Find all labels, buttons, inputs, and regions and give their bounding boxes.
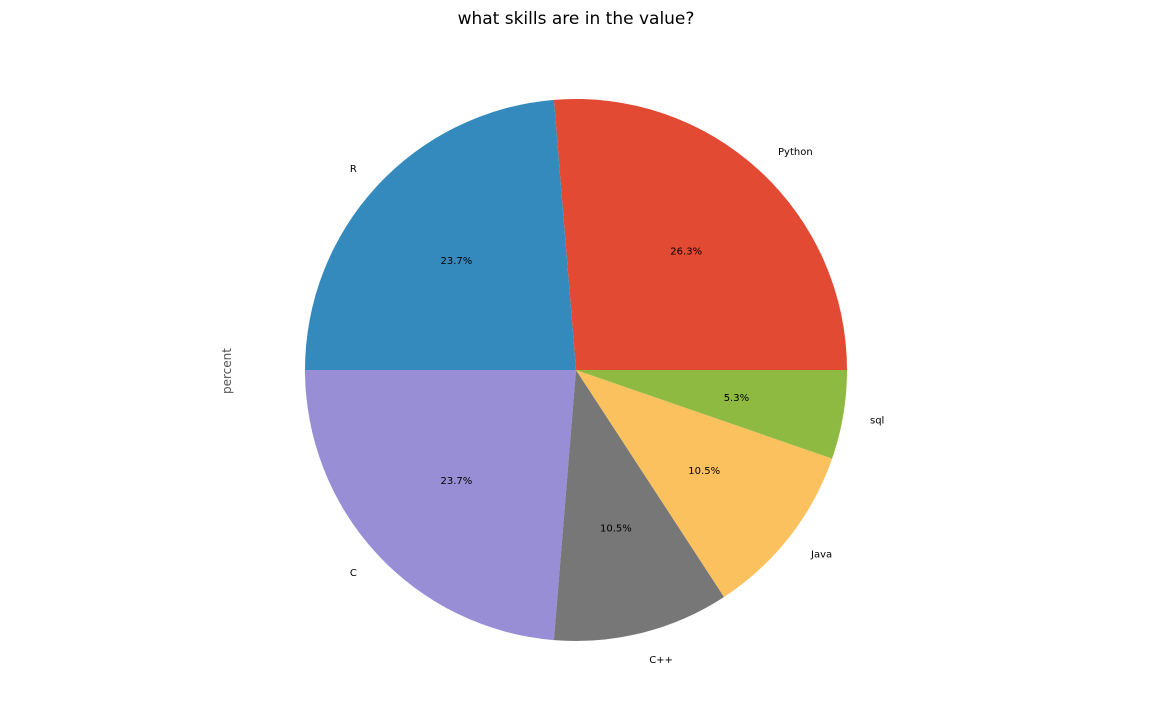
percent-label-sql: 5.3% [724, 393, 749, 404]
percent-label-c: 10.5% [600, 524, 632, 535]
slice-label-python: Python [778, 147, 813, 158]
pie-slices [305, 98, 848, 642]
slice-label-java: Java [810, 549, 832, 560]
percent-label-java: 10.5% [688, 466, 720, 477]
y-axis-label: percent [220, 348, 234, 394]
percent-label-python: 26.3% [670, 246, 702, 257]
slice-label-c: C [350, 568, 357, 579]
slice-label-c: C++ [649, 655, 673, 666]
pie-slice-r [305, 99, 576, 371]
percent-label-r: 23.7% [441, 256, 473, 267]
percent-label-c: 23.7% [441, 476, 473, 487]
pie-slice-c [553, 370, 725, 642]
chart-title: what skills are in the value? [458, 9, 695, 29]
pie-slice-c [305, 370, 576, 641]
pie-slice-java [576, 370, 833, 597]
slice-label-r: R [350, 164, 357, 175]
pie-slice-python [553, 98, 848, 370]
pie-slice-sql [576, 370, 847, 459]
pie-labels: Python 26.3% R 23.7% C 23.7% C++ 10.5% Java 10.5%… [350, 147, 885, 666]
slice-label-sql: sql [870, 415, 884, 426]
